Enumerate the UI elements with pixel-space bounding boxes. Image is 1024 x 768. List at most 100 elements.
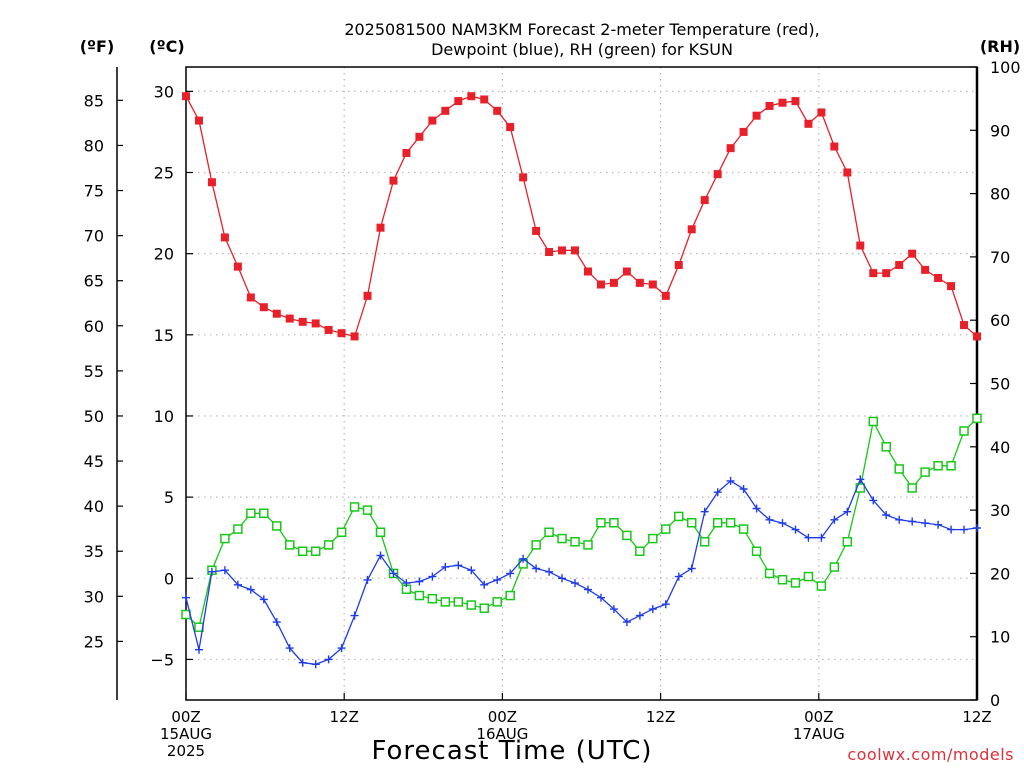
temperature-point [791, 97, 800, 106]
dewpoint-point [635, 611, 644, 620]
gridlines [185, 67, 978, 700]
rh-point [674, 511, 684, 522]
dewpoint-point [791, 525, 800, 534]
temperature-point [726, 144, 735, 153]
fahrenheit-tick-label: 80 [84, 136, 104, 155]
temperature-point [441, 106, 450, 115]
temperature-point [402, 149, 411, 158]
fahrenheit-tick-label: 60 [84, 317, 104, 336]
rh-point [751, 546, 762, 556]
rh-tick-label: 80 [990, 185, 1010, 204]
temperature-point [648, 280, 657, 289]
temperature-point [467, 92, 476, 101]
celsius-unit-label: (ºC) [149, 37, 184, 56]
dewpoint-line [185, 477, 978, 665]
fahrenheit-tick-label: 40 [84, 497, 104, 516]
temperature-point [532, 226, 541, 235]
dewpoint-point [843, 507, 852, 516]
dewpoint-point [752, 504, 761, 513]
rh-point [712, 518, 723, 528]
temperature-point [311, 319, 320, 328]
rh-point [259, 508, 269, 519]
temperature-point [519, 173, 528, 182]
rh-point [803, 571, 814, 582]
temperature-point [960, 321, 969, 330]
dewpoint-point [389, 569, 398, 578]
temperature-point [545, 248, 554, 257]
temperature-point [674, 261, 683, 270]
fahrenheit-tick-label: 75 [84, 182, 104, 201]
dewpoint-point [817, 533, 826, 542]
celsius-tick-label: 10 [154, 407, 174, 426]
rh-point [349, 502, 360, 512]
dewpoint-point [830, 515, 839, 524]
rh-point [414, 590, 425, 601]
temperature-point [480, 95, 489, 104]
celsius-tick-label: 0 [164, 569, 174, 588]
dewpoint-point [622, 618, 631, 627]
rh-point [544, 527, 554, 538]
time-tick-label: 00Z [171, 708, 200, 726]
dewpoint-point [947, 525, 956, 534]
temperature-point [700, 196, 709, 205]
dewpoint-point [571, 579, 579, 588]
dewpoint-series [182, 475, 981, 669]
temperature-point [947, 282, 956, 291]
time-tick-label: 00Z [488, 708, 517, 726]
temperature-point [817, 108, 826, 117]
rh-point [323, 540, 334, 550]
dewpoint-point [415, 577, 424, 586]
rh-point [933, 461, 943, 471]
temperature-point [934, 274, 943, 282]
dewpoint-point [609, 605, 618, 614]
temperature-point [804, 119, 813, 128]
celsius-tick-label: 25 [154, 164, 174, 183]
rh-point [894, 464, 904, 474]
fahrenheit-tick-label: 70 [84, 227, 104, 246]
temperature-point [363, 291, 372, 300]
rh-point [233, 524, 243, 534]
series-layer [181, 92, 982, 669]
temperature-point [324, 325, 333, 334]
plot-frame [185, 66, 978, 701]
rh-point [699, 537, 710, 547]
temperature-point [285, 314, 294, 323]
dewpoint-point [545, 567, 554, 576]
dewpoint-point [856, 475, 865, 484]
temperature-point [895, 261, 904, 270]
dewpoint-point [597, 593, 605, 602]
rh-tick-label: 60 [990, 311, 1010, 330]
dewpoint-point [674, 572, 683, 581]
fahrenheit-tick-label: 55 [84, 362, 104, 381]
rh-tick-label: 20 [990, 564, 1010, 583]
temperature-point [856, 241, 865, 250]
rh-tick-label: 30 [990, 501, 1010, 520]
temperature-series [182, 92, 981, 341]
dewpoint-point [908, 517, 917, 526]
time-tick-label: 00Z [804, 708, 833, 726]
temperature-point [207, 178, 216, 187]
dewpoint-point [376, 551, 385, 560]
chart-title: 2025081500 NAM3KM Forecast 2-meter Tempe… [344, 20, 819, 39]
fahrenheit-tick-label: 35 [84, 542, 104, 561]
temperature-point [908, 249, 917, 258]
rh-line [185, 417, 978, 629]
rh-tick-label: 40 [990, 438, 1010, 457]
rh-point [531, 540, 541, 550]
dewpoint-point [648, 605, 657, 614]
rh-point [427, 593, 438, 604]
temperature-point [713, 170, 722, 179]
dewpoint-point [272, 618, 281, 627]
time-tick-label: 12Z [330, 708, 359, 726]
x-axis-title: Forecast Time (UTC) [371, 736, 652, 766]
temperature-point [389, 176, 398, 185]
temperature-point [661, 291, 670, 300]
rh-point [583, 540, 593, 550]
rh-point [272, 521, 282, 531]
temperature-point [571, 246, 580, 255]
dewpoint-point [259, 595, 268, 604]
dewpoint-point [207, 567, 216, 576]
temperature-point [246, 293, 255, 302]
rh-point [570, 537, 580, 547]
